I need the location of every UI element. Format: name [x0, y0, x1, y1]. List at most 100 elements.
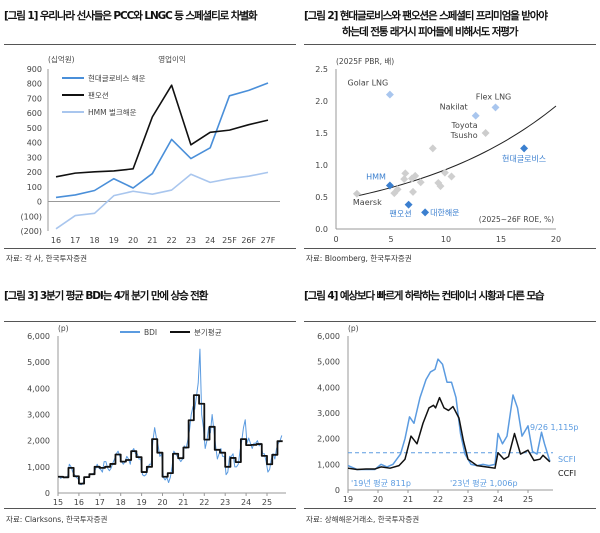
- chart-1: (십억원) 영업이익 (200) (100) 0 100 200 300 400 500 600 70…: [20, 54, 280, 245]
- x-tick-label: 23: [186, 236, 196, 245]
- scatter-point: [471, 111, 480, 120]
- scatter-point: [481, 129, 490, 137]
- point-label: Toyota Tsusho: [450, 121, 478, 140]
- y-tick-label: 700: [27, 94, 42, 103]
- y-tick-label: (200): [20, 227, 42, 236]
- x-tick-label: 21: [403, 495, 413, 504]
- x-tick-label: 25F: [222, 236, 237, 245]
- x-tick-label: 17: [70, 236, 80, 245]
- x-tick-label: 20: [128, 236, 138, 245]
- figure-1: (십억원) 영업이익 (200) (100) 0 100 200 300 400 500 600 70…: [4, 6, 296, 268]
- y-tick-label: 5,000: [317, 358, 340, 367]
- divider: [4, 248, 296, 249]
- y-tick-label: 3,000: [27, 411, 50, 420]
- y-axis-unit: (p): [58, 324, 69, 333]
- x-tick-label: 5: [388, 235, 393, 244]
- x-tick-label: 18: [116, 498, 126, 507]
- x-tick-label: 15: [496, 235, 506, 244]
- divider: [304, 508, 596, 509]
- scatter-point: [520, 144, 529, 153]
- y-tick-label: 1.0: [315, 161, 328, 170]
- series-line-0: [55, 82, 269, 199]
- y-tick-label: 1,000: [317, 460, 340, 469]
- y-tick-label: 6,000: [317, 332, 340, 341]
- divider: [304, 248, 596, 249]
- y-axis-unit: (p): [348, 324, 359, 333]
- x-tick-label: 24: [241, 498, 251, 507]
- y-tick-label: 4,000: [317, 383, 340, 392]
- point-label: Flex LNG: [476, 92, 512, 101]
- y-tick-label: 2,000: [317, 435, 340, 444]
- y-tick-label: 500: [27, 124, 42, 133]
- figure-title: [그림 1] 우리나라 선사들은 PCC와 LNGC 등 스페셜티로 차별화: [4, 10, 258, 22]
- x-tick-label: 20: [157, 498, 167, 507]
- scatter-point: [401, 169, 410, 178]
- y-tick-label: 0: [335, 486, 340, 495]
- x-tick-label: 22: [199, 498, 209, 507]
- x-tick-label: 16: [74, 498, 84, 507]
- x-tick-label: 0: [333, 235, 338, 244]
- bdi-line: [58, 348, 283, 486]
- figure-source: 자료: Bloomberg, 한국투자증권: [306, 254, 412, 263]
- series-line-2: [55, 171, 269, 230]
- y-tick-label: 0: [45, 489, 50, 498]
- scatter-point: [409, 187, 417, 196]
- trendline: [357, 105, 557, 197]
- figure-source: 자료: Clarksons, 한국투자증권: [6, 515, 108, 524]
- chart-4: (p) 0 1,000 2,000 3,000 4,000 5,000 6,000 19 20 21…: [317, 324, 578, 504]
- point-label: Golar LNG: [348, 79, 389, 88]
- y-axis-label: (2025F PBR, 배): [336, 57, 394, 66]
- legend-label: 분기평균: [194, 327, 222, 337]
- y-tick-label: 2.5: [315, 65, 328, 74]
- y-axis-unit: (십억원): [48, 55, 75, 64]
- figure-title: [그림 4] 예상보다 빠르게 하락하는 컨테이너 시황과 다른 모습: [304, 290, 545, 302]
- figure-title-line1: [그림 2] 현대글로비스와 팬오션은 스페셜티 프리미엄을 받아야: [304, 10, 548, 22]
- x-tick-label: 27F: [261, 236, 276, 245]
- x-tick-label: 21: [178, 498, 188, 507]
- x-tick-label: 15: [53, 498, 63, 507]
- x-tick-label: 23: [463, 495, 473, 504]
- x-tick-label: 19: [343, 495, 353, 504]
- figure-4: (p) 0 1,000 2,000 3,000 4,000 5,000 6,000 19 20 21…: [304, 286, 596, 531]
- point-label: 팬오션: [390, 209, 412, 219]
- chart-3: (p) 0 1,000 2,000 3,000 4,000 5,000 6,000 15 16 17…: [27, 324, 286, 507]
- y-tick-label: (100): [20, 212, 42, 221]
- divider: [4, 508, 296, 509]
- y-tick-label: 200: [27, 168, 42, 177]
- y-tick-label: 0.5: [315, 193, 328, 202]
- annotation-2019-average: '19년 평균 811p: [351, 478, 411, 488]
- annotation-2023-average: '23년 평균 1,006p: [450, 478, 518, 488]
- y-tick-label: 0: [37, 198, 42, 207]
- y-tick-label: 2,000: [27, 437, 50, 446]
- x-axis-label: (2025~26F ROE, %): [479, 215, 554, 224]
- figure-source: 자료: 각 사, 한국투자증권: [6, 254, 88, 263]
- y-tick-label: 6,000: [27, 332, 50, 341]
- divider: [304, 321, 596, 322]
- scatter-point: [447, 172, 456, 181]
- x-tick-label: 16: [51, 236, 61, 245]
- x-tick-label: 17: [95, 498, 105, 507]
- x-tick-label: 20: [551, 235, 561, 244]
- legend-label: HMM 벌크해운: [88, 107, 137, 117]
- scatter-point: [440, 168, 449, 177]
- scatter-point: [385, 90, 394, 99]
- x-tick-label: 22: [167, 236, 177, 245]
- point-label: Nakilat: [440, 103, 468, 112]
- x-tick-label: 25: [523, 495, 533, 504]
- x-tick-label: 22: [433, 495, 443, 504]
- ccfi-line: [347, 396, 551, 471]
- x-tick-label: 25: [262, 498, 272, 507]
- scatter-point: [404, 200, 413, 209]
- x-tick-label: 23: [220, 498, 230, 507]
- y-tick-label: 1,000: [27, 463, 50, 472]
- legend-label: 팬오션: [88, 90, 109, 100]
- point-label: 대한해운: [430, 207, 459, 217]
- legend-label: 현대글로비스 해운: [88, 73, 146, 83]
- x-tick-label: 19: [137, 498, 147, 507]
- scatter-point: [400, 175, 409, 184]
- divider: [304, 44, 596, 45]
- x-tick-label: 24: [205, 236, 215, 245]
- y-tick-label: 3,000: [317, 409, 340, 418]
- y-tick-label: 1.5: [315, 129, 328, 138]
- figure-title: [그림 3] 3분기 평균 BDI는 4개 분기 만에 상승 전환: [4, 290, 208, 302]
